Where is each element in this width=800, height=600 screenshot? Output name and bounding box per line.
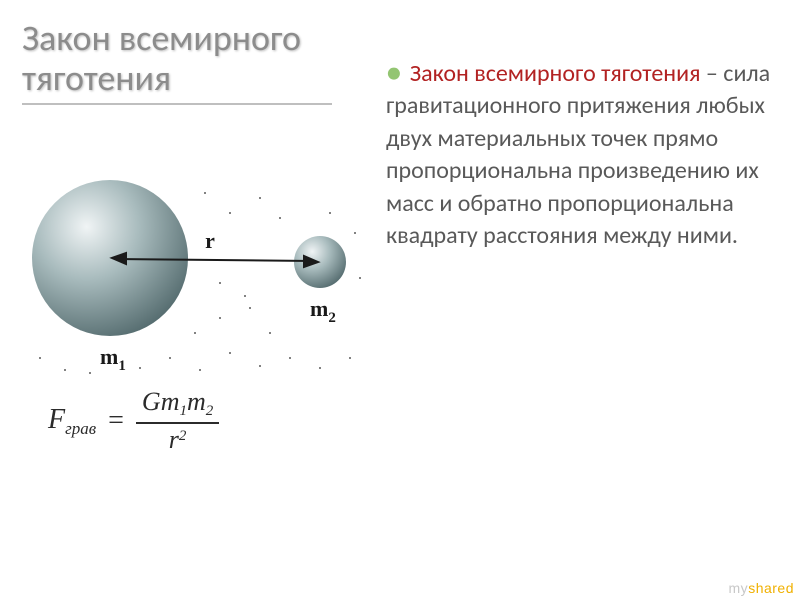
formula-r-sup: 2: [179, 428, 187, 444]
formula-m2-sub: 2: [206, 403, 214, 419]
watermark-my: my: [729, 580, 749, 596]
watermark: myshared: [729, 580, 794, 596]
formula-m2: m: [187, 387, 206, 416]
formula-m1-sub: 1: [179, 403, 187, 419]
bullet-icon: ●: [386, 58, 402, 87]
m1-label: m1: [100, 344, 126, 374]
formula-numerator: Gm1m2: [136, 388, 219, 420]
formula-m1: m: [161, 387, 180, 416]
formula-equals: =: [108, 405, 124, 437]
title-line-1: Закон всемирного: [22, 18, 332, 58]
gravity-diagram: r m1 m2: [20, 158, 372, 376]
slide-title: Закон всемирного тяготения: [22, 18, 332, 105]
body-paragraph: ● Закон всемирного тяготения – сила грав…: [386, 58, 786, 252]
body-highlight: Закон всемирного тяготения: [410, 59, 701, 88]
title-line-2: тяготения: [22, 58, 332, 98]
watermark-shared: shared: [748, 580, 794, 596]
formula-fraction: Gm1m2 r2: [136, 388, 219, 454]
formula-lhs: Fграв: [48, 404, 96, 439]
formula-G: G: [142, 387, 161, 416]
formula-denominator: r2: [136, 426, 219, 455]
m2-label: m2: [310, 296, 336, 326]
r-label: r: [205, 228, 215, 253]
gravity-formula: Fграв = Gm1m2 r2: [48, 388, 219, 454]
formula-r: r: [169, 425, 179, 454]
formula-F: F: [48, 404, 65, 435]
formula-F-sub: грав: [65, 419, 96, 438]
title-underline: [22, 103, 332, 105]
fraction-bar: [136, 422, 219, 424]
